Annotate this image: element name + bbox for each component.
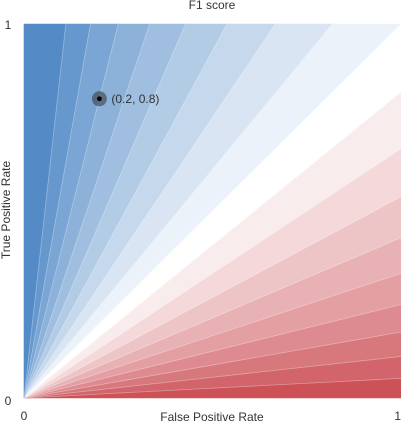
x-axis-label: False Positive Rate: [160, 410, 264, 421]
contour-line-17: [23, 23, 67, 399]
contour-line-9: [23, 23, 401, 399]
contour-line-14: [23, 23, 151, 399]
contour-line-5: [23, 237, 401, 399]
highlight-point-label: (0.2, 0.8): [111, 92, 159, 106]
contour-line-2: [23, 331, 401, 399]
contour-line-0: [23, 377, 401, 399]
chart-title: F1 score: [189, 0, 236, 12]
contour-line-1: [23, 356, 401, 399]
contour-line-8: [23, 91, 401, 399]
contour-line-10: [23, 23, 333, 399]
contour-line-4: [23, 272, 401, 399]
contour-line-16: [23, 23, 91, 399]
contour-line-15: [23, 23, 119, 399]
contour-line-3: [23, 304, 401, 399]
contour-line-12: [23, 23, 228, 399]
plot-area: (0.2, 0.8): [23, 23, 401, 399]
y-tick-label-0: 0: [5, 394, 12, 408]
contour-line-13: [23, 23, 186, 399]
contour-line-11: [23, 23, 276, 399]
x-tick-label-0: 0: [21, 409, 28, 421]
x-tick-label-1: 1: [394, 409, 401, 421]
contour-line-7: [23, 148, 401, 399]
contour-line-6: [23, 196, 401, 399]
y-axis-label: True Positive Rate: [0, 161, 13, 260]
highlight-point[interactable]: [97, 96, 102, 102]
y-tick-label-1: 1: [5, 18, 12, 32]
